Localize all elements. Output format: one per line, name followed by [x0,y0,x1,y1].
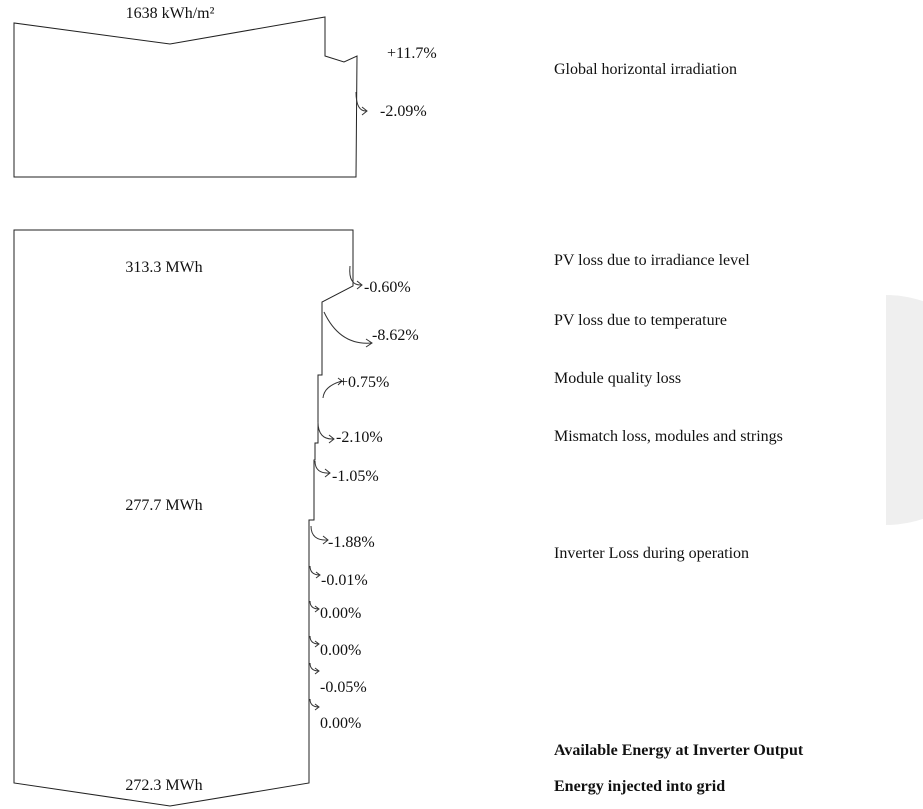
bottom-step-hook-10 [309,662,320,675]
bottom-start-value: 313.3 MWh [125,259,202,276]
decorative-half-circle [886,295,923,525]
label-inverter-loss: Inverter Loss during operation [554,545,749,562]
bottom-step-pct-9: 0.00% [320,642,361,659]
top-step-pct-2: -2.09% [380,103,427,120]
label-global-horizontal-irradiation: Global horizontal irradiation [554,61,737,78]
bottom-step-hook-9 [309,635,320,648]
bottom-step-hook-2 [323,311,373,348]
bottom-step-hook-4 [317,421,335,444]
bottom-step-pct-2: -8.62% [372,327,419,344]
bottom-step-hook-5 [314,460,331,478]
bottom-step-hook-6 [310,525,329,545]
bottom-step-pct-5: -1.05% [332,468,379,485]
bottom-end-value: 272.3 MWh [125,777,202,794]
top-step-hook-1 [355,91,368,116]
bottom-step-pct-8: 0.00% [320,605,361,622]
top-input-value: 1638 kWh/m² [126,5,215,22]
bottom-step-pct-6: -1.88% [328,534,375,551]
label-pv-loss-temperature: PV loss due to temperature [554,312,727,329]
top-flow-block [13,16,368,178]
bottom-step-hook-3 [322,377,343,399]
bottom-step-hook-7 [309,565,321,579]
bottom-step-pct-11: 0.00% [320,715,361,732]
bottom-flow-block [13,229,373,807]
label-module-quality-loss: Module quality loss [554,370,681,387]
label-pv-loss-irradiance: PV loss due to irradiance level [554,252,750,269]
bottom-step-hook-1 [349,265,363,290]
bottom-step-pct-7: -0.01% [321,572,368,589]
bottom-step-pct-10: -0.05% [320,679,367,696]
bottom-step-hook-8 [309,600,320,613]
bottom-step-pct-4: -2.10% [336,429,383,446]
label-energy-injected: Energy injected into grid [554,778,725,795]
bottom-step-pct-1: -0.60% [364,279,411,296]
top-step-pct-1: +11.7% [387,45,437,62]
label-mismatch-loss: Mismatch loss, modules and strings [554,428,783,445]
top-flow-outline [13,16,358,178]
bottom-flow-outline [13,229,354,807]
bottom-step-pct-3: +0.75% [339,374,389,391]
label-available-energy: Available Energy at Inverter Output [554,742,804,759]
bottom-mid-value: 277.7 MWh [125,497,202,514]
bottom-step-hook-11 [309,698,320,711]
